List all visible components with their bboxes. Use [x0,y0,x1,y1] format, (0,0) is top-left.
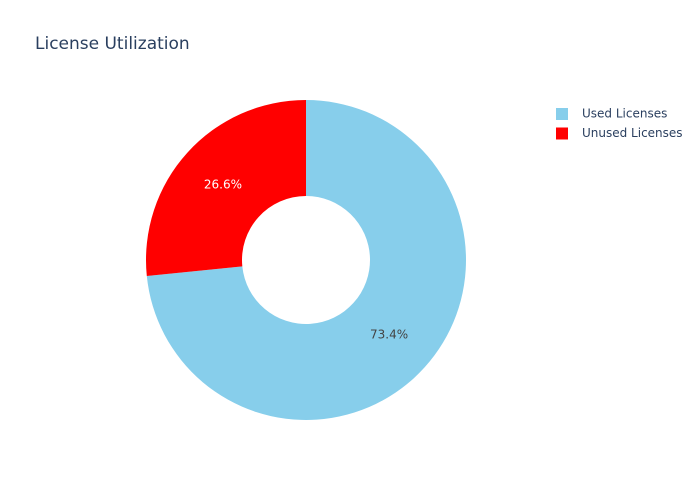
slice-label: 73.4% [370,328,408,342]
legend-label[interactable]: Used Licenses [582,107,667,121]
chart-title: License Utilization [35,34,190,54]
legend-swatch[interactable] [556,127,568,140]
slice [146,100,466,421]
legend-label[interactable]: Unused Licenses [582,126,683,140]
legend-swatch[interactable] [556,108,568,120]
slice-label: 26.6% [204,177,242,191]
slice [145,100,306,277]
